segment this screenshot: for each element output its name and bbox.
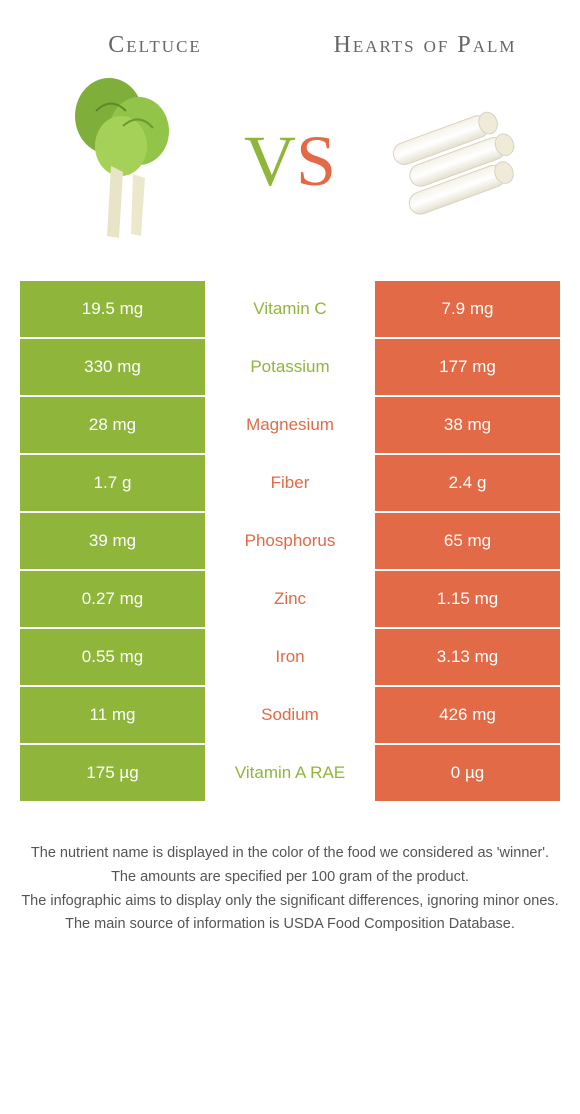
- title-left: Celtuce: [34, 32, 277, 59]
- images-row: VS: [0, 71, 580, 281]
- table-row: 330 mgPotassium177 mg: [20, 339, 560, 395]
- vs-s: S: [296, 121, 336, 201]
- value-right: 38 mg: [375, 397, 560, 453]
- value-left: 39 mg: [20, 513, 205, 569]
- table-row: 28 mgMagnesium38 mg: [20, 397, 560, 453]
- value-right: 0 µg: [375, 745, 560, 801]
- table-row: 11 mgSodium426 mg: [20, 687, 560, 743]
- vs-v: V: [244, 121, 296, 201]
- header: Celtuce Hearts of Palm: [0, 0, 580, 71]
- value-left: 0.55 mg: [20, 629, 205, 685]
- table-row: 175 µgVitamin A RAE0 µg: [20, 745, 560, 801]
- nutrient-label: Sodium: [205, 687, 375, 743]
- value-left: 28 mg: [20, 397, 205, 453]
- table-row: 0.55 mgIron3.13 mg: [20, 629, 560, 685]
- nutrient-label: Zinc: [205, 571, 375, 627]
- footer-line-2: The amounts are specified per 100 gram o…: [20, 867, 560, 889]
- footer-line-3: The infographic aims to display only the…: [20, 891, 560, 913]
- footer-line-4: The main source of information is USDA F…: [20, 914, 560, 936]
- title-right: Hearts of Palm: [304, 30, 547, 61]
- value-right: 65 mg: [375, 513, 560, 569]
- nutrient-label: Vitamin C: [205, 281, 375, 337]
- footer-notes: The nutrient name is displayed in the co…: [0, 803, 580, 936]
- value-left: 330 mg: [20, 339, 205, 395]
- value-right: 2.4 g: [375, 455, 560, 511]
- hearts-of-palm-image: [379, 71, 529, 251]
- table-row: 19.5 mgVitamin C7.9 mg: [20, 281, 560, 337]
- celtuce-image: [51, 71, 201, 251]
- value-left: 1.7 g: [20, 455, 205, 511]
- nutrient-label: Magnesium: [205, 397, 375, 453]
- value-right: 3.13 mg: [375, 629, 560, 685]
- value-left: 0.27 mg: [20, 571, 205, 627]
- table-row: 1.7 gFiber2.4 g: [20, 455, 560, 511]
- value-left: 175 µg: [20, 745, 205, 801]
- nutrient-label: Phosphorus: [205, 513, 375, 569]
- vs-label: VS: [244, 120, 336, 203]
- value-right: 426 mg: [375, 687, 560, 743]
- nutrient-label: Vitamin A RAE: [205, 745, 375, 801]
- value-right: 177 mg: [375, 339, 560, 395]
- value-left: 19.5 mg: [20, 281, 205, 337]
- nutrient-label: Potassium: [205, 339, 375, 395]
- nutrient-label: Iron: [205, 629, 375, 685]
- value-right: 7.9 mg: [375, 281, 560, 337]
- table-row: 0.27 mgZinc1.15 mg: [20, 571, 560, 627]
- comparison-table: 19.5 mgVitamin C7.9 mg330 mgPotassium177…: [20, 281, 560, 801]
- footer-line-1: The nutrient name is displayed in the co…: [20, 843, 560, 865]
- table-row: 39 mgPhosphorus65 mg: [20, 513, 560, 569]
- value-left: 11 mg: [20, 687, 205, 743]
- nutrient-label: Fiber: [205, 455, 375, 511]
- value-right: 1.15 mg: [375, 571, 560, 627]
